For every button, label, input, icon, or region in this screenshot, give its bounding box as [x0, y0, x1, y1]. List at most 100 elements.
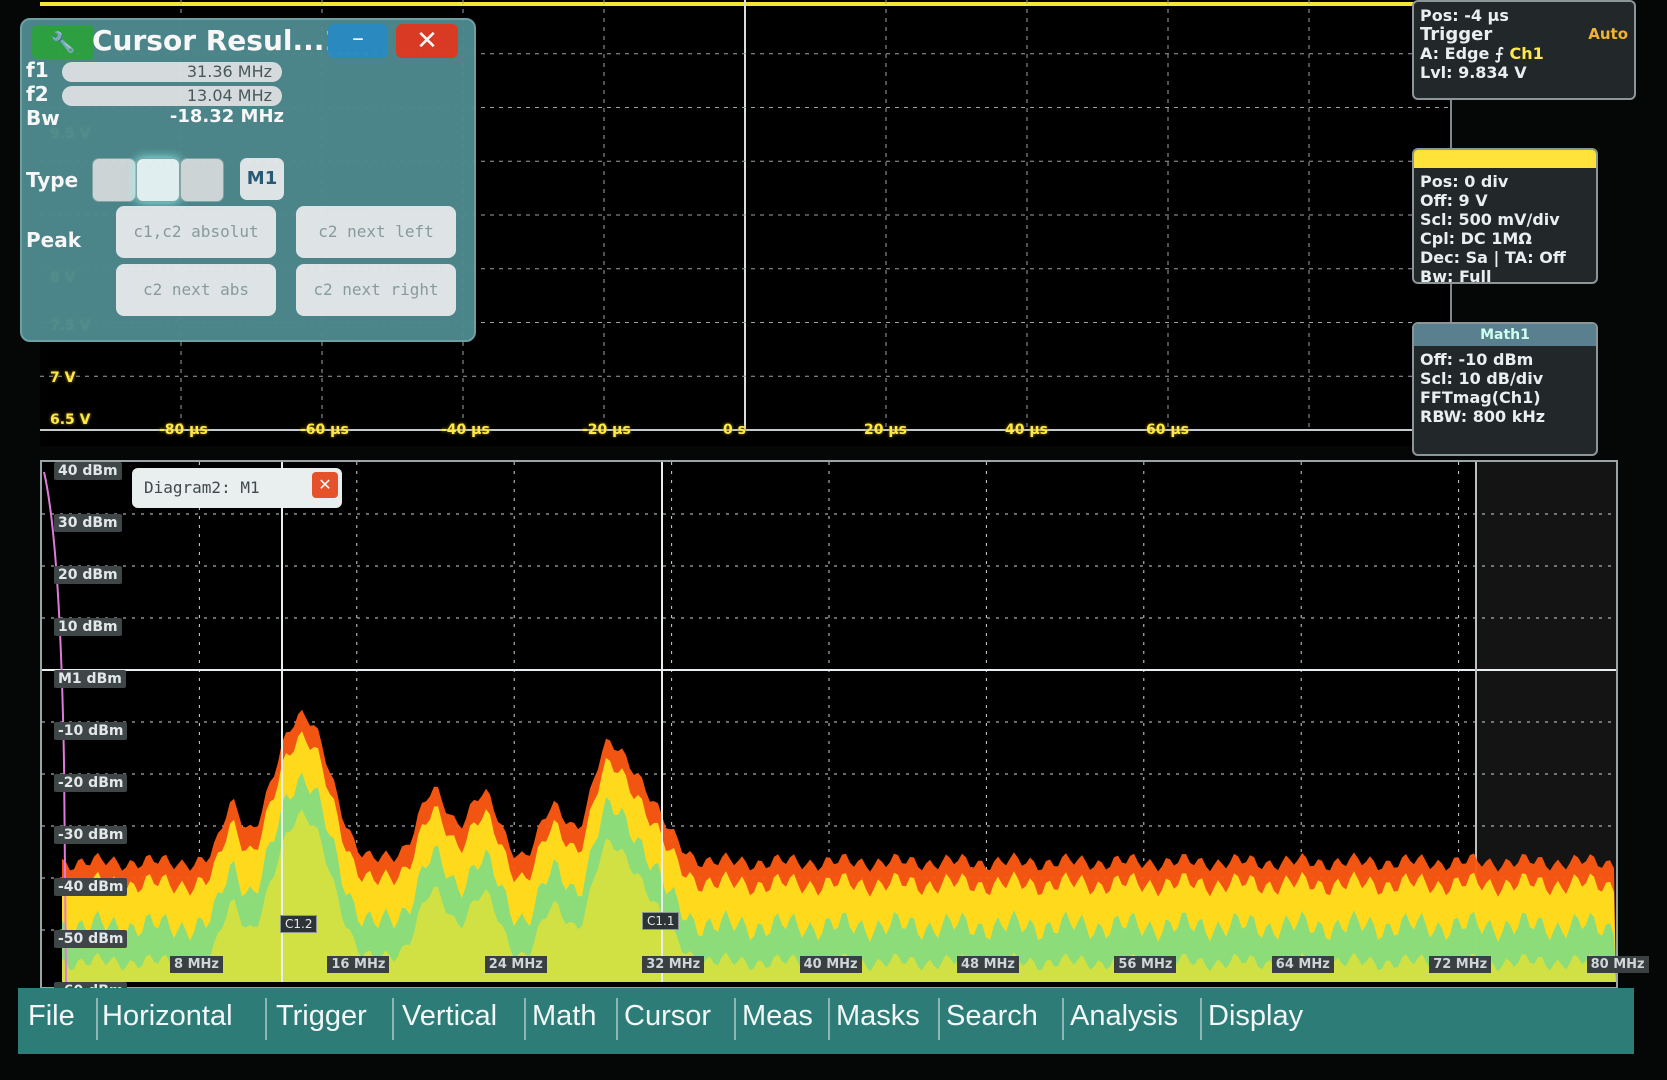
menu-cursor[interactable]: Cursor [624, 1000, 712, 1032]
freq-x-tick-label: 16 MHz [327, 956, 390, 973]
frequency-grid [42, 462, 1616, 983]
trigger-info-box[interactable]: Pos: -4 µs Trigger Auto A: Edge ⨍ Ch1 Lv… [1412, 0, 1636, 100]
menu-separator [524, 998, 526, 1040]
time-x-tick-label: -20 µs [582, 422, 631, 438]
cursor-label-c11[interactable]: C1.1 [642, 912, 680, 930]
time-x-tick-label: 0 s [723, 422, 746, 438]
ch1-line-0: Pos: 0 div [1420, 172, 1509, 191]
menu-separator [828, 998, 830, 1040]
menu-separator [392, 998, 394, 1040]
bw-label: Bw [26, 106, 60, 130]
diagram-close-icon[interactable]: ✕ [312, 472, 338, 498]
trigger-title: Trigger Auto [1420, 25, 1628, 44]
both-cursor-icon[interactable] [180, 158, 224, 202]
trigger-mode: Auto [1588, 25, 1628, 43]
time-x-tick-label: -80 µs [159, 422, 208, 438]
trigger-title-text: Trigger [1420, 24, 1493, 45]
source-m1-button[interactable]: M1 [240, 158, 284, 200]
ch1-info-box[interactable]: Pos: 0 div Off: 9 V Scl: 500 mV/div Cpl:… [1412, 148, 1598, 286]
menu-separator [734, 998, 736, 1040]
menu-separator [616, 998, 618, 1040]
cursor-label-c12[interactable]: C1.2 [280, 915, 318, 933]
close-icon[interactable]: ✕ [396, 24, 458, 58]
freq-x-tick-label: 32 MHz [642, 956, 705, 973]
horizontal-cursor-icon[interactable] [92, 158, 136, 202]
bw-value: -18.32 MHz [169, 106, 284, 127]
menu-bar: File Horizontal Trigger Vertical Math Cu… [18, 988, 1634, 1054]
time-x-tick-label: 20 µs [864, 422, 907, 438]
menu-trigger[interactable]: Trigger [276, 1000, 367, 1032]
freq-y-tick-label: -40 dBm [54, 878, 128, 896]
menu-horizontal[interactable]: Horizontal [102, 1000, 233, 1032]
freq-y-tick-label: 30 dBm [54, 514, 122, 532]
freq-x-tick-label: 64 MHz [1271, 956, 1334, 973]
menu-search[interactable]: Search [946, 1000, 1038, 1032]
trigger-channel: Ch1 [1509, 44, 1544, 63]
time-y-tick-label: 6.5 V [50, 412, 91, 428]
peak-c2-next-abs-button[interactable]: c2 next abs [116, 264, 276, 316]
vertical-cursor-icon[interactable] [136, 158, 180, 202]
freq-y-tick-label: 20 dBm [54, 566, 122, 584]
f1-label: f1 [26, 58, 49, 82]
trigger-source-line: A: Edge ⨍ Ch1 [1420, 44, 1628, 63]
panel-title: Cursor Resul...1 [92, 24, 344, 57]
f2-value: 13.04 MHz [62, 86, 282, 106]
menu-separator [938, 998, 940, 1040]
time-x-tick-label: 40 µs [1005, 422, 1048, 438]
spectrum-trace [62, 809, 1616, 982]
minimize-icon[interactable]: – [328, 24, 388, 58]
peak-label: Peak [26, 228, 82, 252]
menu-masks[interactable]: Masks [836, 1000, 920, 1032]
peak-c2-next-right-button[interactable]: c2 next right [296, 264, 456, 316]
math1-line-2: FFTmag(Ch1) [1420, 388, 1541, 407]
math1-line-1: Scl: 10 dB/div [1420, 369, 1544, 388]
timebase-position: Pos: -4 µs [1420, 6, 1509, 25]
frequency-diagram[interactable]: Diagram2: M1 ✕ [40, 460, 1618, 989]
menu-vertical[interactable]: Vertical [402, 1000, 498, 1032]
peak-c2-next-left-button[interactable]: c2 next left [296, 206, 456, 258]
trigger-level: Lvl: 9.834 V [1420, 63, 1527, 82]
ch1-line-1: Off: 9 V [1420, 191, 1488, 210]
time-x-tick-label: -40 µs [441, 422, 490, 438]
peak-c1c2-absolut-button[interactable]: c1,c2 absolut [116, 206, 276, 258]
menu-file[interactable]: File [28, 1000, 75, 1032]
ch1-line-4: Dec: Sa | TA: Off [1420, 248, 1566, 267]
math1-info-box[interactable]: Math1 Off: -10 dBm Scl: 10 dB/div FFTmag… [1412, 322, 1598, 456]
ch1-header [1414, 150, 1596, 168]
time-x-tick-label: 60 µs [1146, 422, 1189, 438]
freq-y-tick-label: -50 dBm [54, 930, 128, 948]
menu-analysis[interactable]: Analysis [1070, 1000, 1178, 1032]
f1-value: 31.36 MHz [62, 62, 282, 82]
menu-math[interactable]: Math [532, 1000, 597, 1032]
ch1-line-5: Bw: Full [1420, 267, 1492, 286]
freq-x-tick-label: 40 MHz [799, 956, 862, 973]
freq-x-tick-label: 72 MHz [1429, 956, 1492, 973]
freq-y-tick-label: 40 dBm [54, 462, 122, 480]
wrench-icon[interactable]: 🔧 [32, 25, 94, 59]
freq-x-tick-label: 24 MHz [484, 956, 547, 973]
diagram-tag: Diagram2: M1 [132, 468, 342, 508]
time-y-tick-label: 7 V [50, 370, 76, 386]
freq-y-tick-label: -10 dBm [54, 722, 128, 740]
trigger-source-label: A: [1420, 44, 1440, 63]
time-x-tick-label: -60 µs [300, 422, 349, 438]
freq-y-tick-label: -20 dBm [54, 774, 128, 792]
ch1-line-3: Cpl: DC 1MΩ [1420, 229, 1532, 248]
menu-separator [1200, 998, 1202, 1040]
edge-rising-icon: ⨍ [1494, 44, 1504, 63]
cursor-results-panel[interactable]: 🔧 Cursor Resul...1 – ✕ f1 31.36 MHz f2 1… [20, 18, 476, 342]
freq-x-tick-label: 8 MHz [170, 956, 223, 973]
f2-label: f2 [26, 82, 49, 106]
math1-line-3: RBW: 800 kHz [1420, 407, 1546, 426]
menu-separator [96, 998, 98, 1040]
ch1-line-2: Scl: 500 mV/div [1420, 210, 1560, 229]
freq-x-tick-label: 48 MHz [957, 956, 1019, 973]
type-label: Type [26, 168, 79, 192]
menu-separator [265, 998, 267, 1040]
math1-line-0: Off: -10 dBm [1420, 350, 1534, 369]
menu-meas[interactable]: Meas [742, 1000, 813, 1032]
freq-x-tick-label: 80 MHz [1586, 956, 1649, 973]
trigger-type: Edge [1444, 44, 1490, 63]
menu-display[interactable]: Display [1208, 1000, 1304, 1032]
